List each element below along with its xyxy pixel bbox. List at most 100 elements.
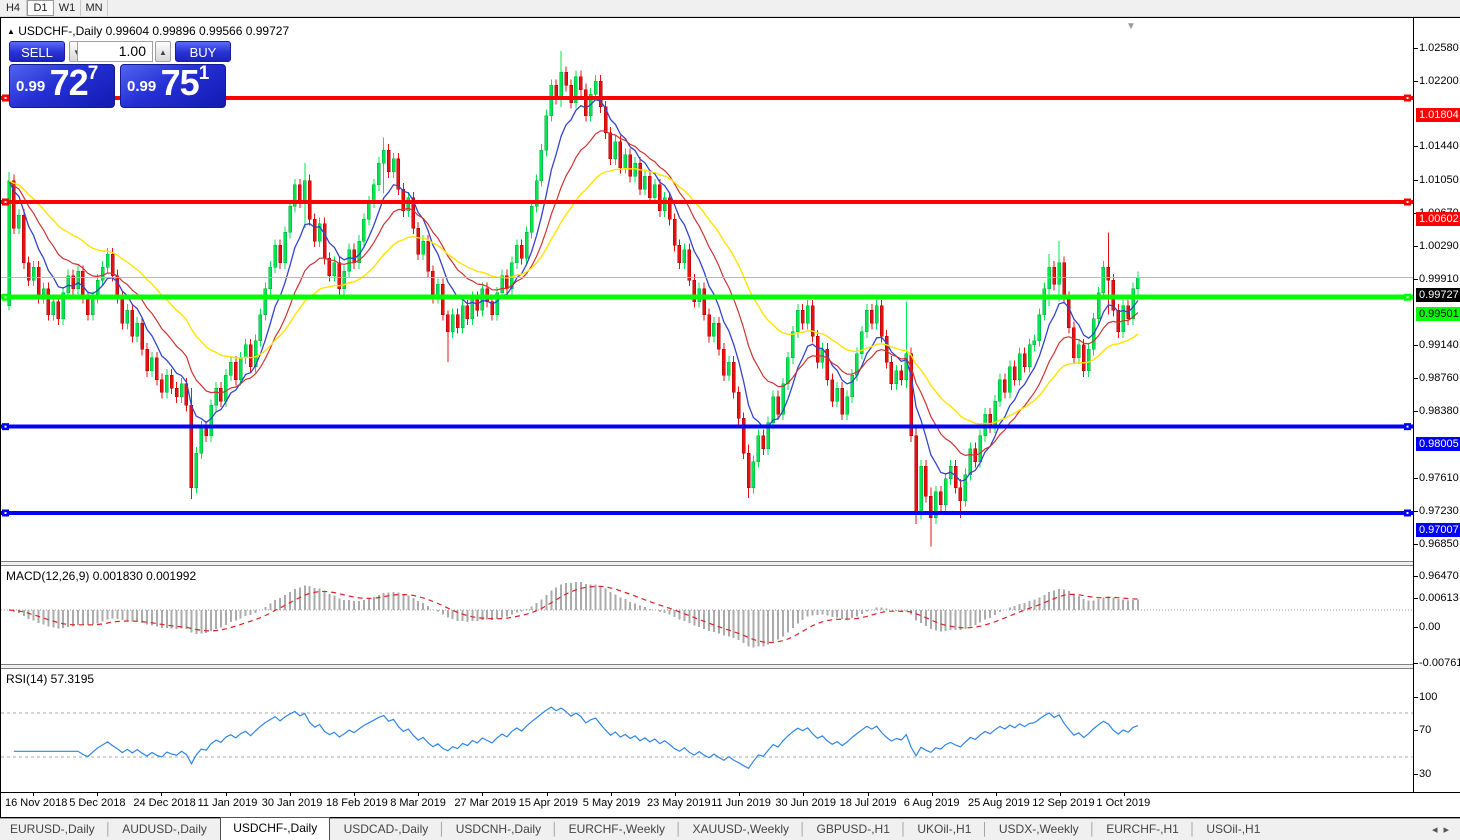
tab-separator: │ xyxy=(438,822,446,836)
timeframe-button-w1[interactable]: W1 xyxy=(54,0,81,16)
candles xyxy=(7,50,1140,547)
macd-chart[interactable] xyxy=(1,567,1413,665)
buy-button[interactable]: BUY xyxy=(175,41,231,62)
chart-tab-eurchf-weekly[interactable]: EURCHF-,Weekly xyxy=(568,822,666,836)
buy-price-sup: 1 xyxy=(198,63,210,84)
chart-title-ohlc: 0.99604 0.99896 0.99566 0.99727 xyxy=(105,24,290,38)
price-axis-label: 1.01440 xyxy=(1419,140,1459,153)
hline-0.97007 xyxy=(1,510,1413,515)
chart-frame: ▼ ▲ USDCHF-,Daily 0.99604 0.99896 0.9956… xyxy=(0,17,1460,818)
price-axis-label: 1.02580 xyxy=(1419,41,1459,54)
chart-tab-bar: EURUSD-,Daily │ AUDUSD-,Daily USDCHF-,Dail… xyxy=(0,817,1460,840)
sell-price-box[interactable]: 0.99 727 xyxy=(9,62,115,108)
price-axis-label: 1.02200 xyxy=(1419,74,1459,87)
price-level-badge: 1.00602 xyxy=(1416,211,1460,226)
sell-price-sup: 7 xyxy=(87,63,99,84)
price-scale-column[interactable]: 1.025801.022001.014401.010501.006701.002… xyxy=(1413,18,1460,811)
rsi-axis-label: 30 xyxy=(1419,768,1432,780)
date-axis-label: 12 Sep 2019 xyxy=(1032,797,1095,809)
rsi-axis-label: 100 xyxy=(1419,691,1438,703)
macd-axis-label: 0.00613 xyxy=(1419,592,1459,605)
price-macd-divider[interactable] xyxy=(1,561,1460,566)
tab-scroll-left-icon[interactable]: ◂ xyxy=(1431,824,1438,836)
ma-line-slow xyxy=(8,167,1139,425)
price-axis-label: 0.96850 xyxy=(1419,537,1459,550)
price-axis-label: 0.97610 xyxy=(1419,471,1459,484)
price-chart[interactable]: ▼ xyxy=(1,18,1413,558)
date-axis-label: 1 Oct 2019 xyxy=(1096,797,1151,809)
price-level-badge: 0.97007 xyxy=(1416,522,1460,537)
chart-tab-eurchf-h1[interactable]: EURCHF-,H1 xyxy=(1106,822,1179,836)
date-axis-label: 27 Mar 2019 xyxy=(454,797,517,809)
price-level-badge: 1.01804 xyxy=(1416,108,1460,122)
date-axis-label: 11 Jun 2019 xyxy=(711,797,771,809)
buy-price-big: 75 xyxy=(160,62,200,103)
chart-tab-usdchf-daily[interactable]: USDCHF-,Daily xyxy=(220,817,331,840)
rsi-axis-label: 70 xyxy=(1419,724,1432,736)
date-axis-label: 30 Jun 2019 xyxy=(775,797,836,809)
hline-0.98005 xyxy=(1,424,1413,429)
tab-separator: │ xyxy=(799,822,807,836)
hline-1.00602 xyxy=(1,199,1413,204)
chart-tab-audusd-daily[interactable]: AUDUSD-,Daily xyxy=(122,822,207,836)
chart-shift-marker-icon: ▼ xyxy=(1126,21,1136,32)
price-axis-label: 0.99910 xyxy=(1419,272,1459,285)
timeframe-button-mn[interactable]: MN xyxy=(81,0,108,16)
plot-area[interactable]: ▼ ▲ USDCHF-,Daily 0.99604 0.99896 0.9956… xyxy=(1,18,1413,792)
chart-tab-usdcad-daily[interactable]: USDCAD-,Daily xyxy=(343,822,429,836)
volume-increase-button[interactable]: ▲ xyxy=(155,41,171,62)
ma-line-fast xyxy=(8,98,1139,482)
tab-separator: │ xyxy=(104,822,113,836)
rsi-indicator-label: RSI(14) 57.3195 xyxy=(6,672,95,686)
ma-line-medium xyxy=(8,130,1139,457)
price-axis-label: 0.98380 xyxy=(1419,405,1459,418)
price-axis-label: 1.01050 xyxy=(1419,174,1459,187)
date-axis-label: 16 Nov 2018 xyxy=(5,797,68,809)
date-axis-label: 30 Jan 2019 xyxy=(261,797,323,809)
tab-separator: │ xyxy=(899,822,908,836)
price-axis-label: 1.00290 xyxy=(1419,239,1459,252)
volume-input[interactable]: 1.00 xyxy=(77,41,153,62)
price-level-badge: 0.99501 xyxy=(1416,307,1460,322)
date-axis-label: 11 Jan 2019 xyxy=(197,797,258,809)
rsi-chart[interactable] xyxy=(1,670,1413,792)
date-axis-label: 23 May 2019 xyxy=(647,797,711,809)
one-click-trading-panel: SELL ▼ 1.00 ▲ BUY 0.99 727 0.99 751 xyxy=(9,41,231,131)
chart-tab-usdx-weekly[interactable]: USDX-,Weekly xyxy=(998,822,1079,836)
buy-price-box[interactable]: 0.99 751 xyxy=(120,62,226,108)
sell-price-big: 72 xyxy=(49,62,89,103)
tab-separator: │ xyxy=(551,822,559,836)
chart-tab-usdcnh-daily[interactable]: USDCNH-,Daily xyxy=(455,822,542,836)
tab-separator: │ xyxy=(675,822,683,836)
sell-button[interactable]: SELL xyxy=(9,41,65,62)
collapse-triangle-icon[interactable]: ▲ xyxy=(7,27,15,36)
price-axis-label: 0.99140 xyxy=(1419,339,1459,352)
macd-axis-label: 0.00 xyxy=(1419,621,1441,633)
macd-rsi-divider[interactable] xyxy=(1,664,1460,669)
spinner-up-icon: ▲ xyxy=(159,48,167,57)
tab-scroll-right-icon[interactable]: ▸ xyxy=(1443,824,1449,836)
tab-separator: │ xyxy=(981,822,989,836)
price-axis-label: 0.96470 xyxy=(1419,570,1459,583)
chart-tab-eurusd-daily[interactable]: EURUSD-,Daily xyxy=(10,822,95,836)
sell-price-small: 0.99 xyxy=(16,78,46,95)
chart-tab-gbpusd-h1[interactable]: GBPUSD-,H1 xyxy=(816,822,890,836)
macd-histogram xyxy=(12,582,1139,648)
price-level-badge: 0.98005 xyxy=(1416,436,1460,451)
timeframe-button-d1[interactable]: D1 xyxy=(27,0,54,16)
chart-title-symbol: USDCHF-,Daily xyxy=(18,24,103,38)
buy-price-small: 0.99 xyxy=(127,78,157,95)
macd-signal-line xyxy=(8,585,1139,644)
current-price-badge: 0.99727 xyxy=(1416,287,1460,302)
chart-tab-ukoil-h1[interactable]: UKOil-,H1 xyxy=(917,822,972,836)
timeframe-button-h4[interactable]: H4 xyxy=(0,0,27,16)
spinner-down-icon: ▼ xyxy=(73,48,81,57)
date-axis[interactable]: 16 Nov 2018 5 Dec 2018 24 Dec 2018 11 Jan 2… xyxy=(1,792,1460,817)
macd-axis-label: -0.00761 xyxy=(1419,656,1460,669)
timeframe-toolbar: H4 D1 W1 MN xyxy=(0,0,1460,17)
chart-tab-xauusd-weekly[interactable]: XAUUSD-,Weekly xyxy=(692,822,790,836)
chart-tab-usoil-h1[interactable]: USOil-,H1 xyxy=(1206,822,1261,836)
tab-separator: │ xyxy=(1088,822,1097,836)
date-axis-label: 18 Jul 2019 xyxy=(839,797,897,809)
